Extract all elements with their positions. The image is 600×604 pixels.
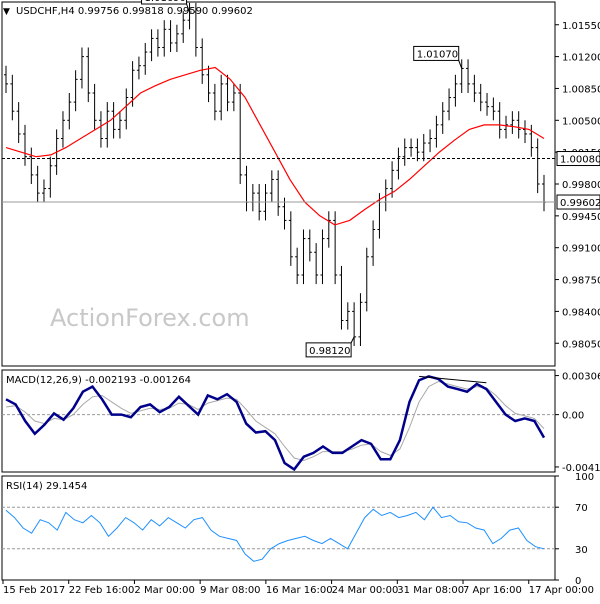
watermark: ActionForex.com bbox=[50, 304, 250, 332]
price-annotation-label: 1.01070 bbox=[417, 49, 458, 60]
x-tick-label: 24 Mar 00:00 bbox=[332, 585, 399, 596]
macd-line bbox=[5, 375, 546, 472]
x-tick-label: 17 Apr 00:00 bbox=[529, 585, 594, 596]
price-header: USDCHF,H4 0.99756 0.99818 0.99590 0.9960… bbox=[16, 6, 253, 17]
macd-title: MACD(12,26,9) -0.002193 -0.001264 bbox=[6, 375, 191, 386]
price-tick-label: 1.01200 bbox=[562, 53, 600, 64]
reference-price-box bbox=[556, 194, 600, 210]
price-tick-label: 0.98050 bbox=[562, 339, 600, 350]
reference-price-label: 0.99602 bbox=[560, 198, 600, 209]
collapse-marker-icon: ▼ bbox=[3, 7, 10, 17]
axis-labels: 1.015501.012001.008501.005001.001500.998… bbox=[2, 21, 600, 596]
price-annotation-box bbox=[305, 342, 352, 358]
price-tick-label: 0.98750 bbox=[562, 276, 600, 287]
rsi-tick-label: 0 bbox=[575, 576, 581, 587]
reference-price-box bbox=[556, 151, 600, 167]
price-annotation-leader bbox=[186, 3, 191, 13]
macd-tick-label: 0.003063 bbox=[562, 372, 600, 383]
x-tick-label: 16 Mar 16:00 bbox=[266, 585, 333, 596]
reference-price-label: 1.00080 bbox=[560, 155, 600, 166]
price-tick-label: 1.00850 bbox=[562, 84, 600, 95]
rsi-tick-label: 30 bbox=[575, 545, 588, 556]
x-tick-label: 31 Mar 08:00 bbox=[397, 585, 464, 596]
panel-frame-2 bbox=[1, 369, 556, 473]
rsi-panel: RSI(14) 29.1454 bbox=[2, 481, 555, 562]
rsi-tick-label: 100 bbox=[575, 472, 594, 483]
price-tick-label: 0.99450 bbox=[562, 212, 600, 223]
x-tick-label: 22 Feb 16:00 bbox=[69, 585, 135, 596]
rsi-tick-label: 70 bbox=[575, 503, 588, 514]
price-annotation-leader bbox=[350, 336, 355, 344]
macd-trendline bbox=[419, 375, 487, 384]
price-tick-label: 0.99100 bbox=[562, 244, 600, 255]
macd-tick-label: 0.00 bbox=[562, 411, 584, 422]
price-tick-label: 1.00500 bbox=[562, 116, 600, 127]
price-tick-label: 1.01550 bbox=[562, 21, 600, 32]
macd-panel: MACD(12,26,9) -0.002193 -0.001264 bbox=[2, 375, 555, 472]
x-tick-label: 2 Mar 00:00 bbox=[134, 585, 194, 596]
x-tick-label: 15 Feb 2017 bbox=[3, 585, 65, 596]
symbol-label: USDCHF,H4 bbox=[16, 6, 75, 17]
panel-frame-3 bbox=[1, 475, 556, 581]
price-annotation-leader bbox=[458, 60, 463, 69]
price-annotation-label: 1.01690 bbox=[145, 0, 186, 4]
price-tick-label: 0.99800 bbox=[562, 180, 600, 191]
price-tick-label: 0.98400 bbox=[562, 307, 600, 318]
x-tick-label: 9 Mar 08:00 bbox=[200, 585, 260, 596]
price-annotation-box bbox=[413, 45, 460, 61]
price-annotation-label: 0.98120 bbox=[309, 346, 350, 357]
price-panel: 1.01690 1.01070 0.98120 bbox=[2, 0, 555, 358]
macd-signal-line bbox=[5, 380, 545, 462]
rsi-line bbox=[5, 506, 545, 562]
rsi-title: RSI(14) 29.1454 bbox=[6, 481, 87, 492]
moving-average-line bbox=[5, 66, 545, 226]
price-annotation-box bbox=[141, 0, 188, 5]
macd-tick-label: -0.004104 bbox=[562, 463, 600, 474]
x-tick-label: 7 Apr 16:00 bbox=[463, 585, 522, 596]
ohlc-label: 0.99756 0.99818 0.99590 0.99602 bbox=[78, 6, 253, 17]
